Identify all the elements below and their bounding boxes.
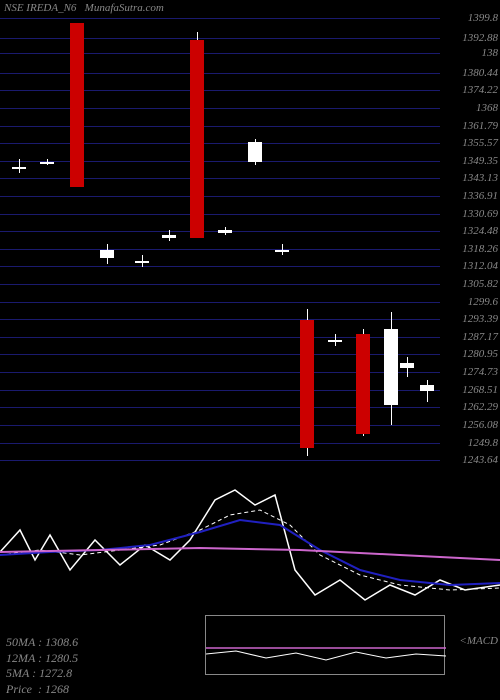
candle-wick [427, 380, 428, 403]
candle-body [384, 329, 398, 405]
indicator-line-signal [0, 520, 500, 585]
symbol-text: NSE IREDA_N6 [4, 2, 76, 14]
grid-line [0, 53, 440, 54]
candle-wick [19, 159, 20, 173]
grid-line [0, 319, 440, 320]
candle-body [328, 340, 342, 342]
grid-label: 1330.69 [462, 208, 498, 220]
candle-body [356, 334, 370, 433]
grid-label: 1287.17 [462, 331, 498, 343]
grid-label: 1368 [476, 102, 498, 114]
candle-body [420, 385, 434, 391]
grid-line [0, 126, 440, 127]
indicator-chart [0, 470, 500, 630]
stats-block: 50MA : 1308.6 12MA : 1280.5 5MA : 1272.8… [6, 635, 78, 697]
grid-label: 1299.6 [468, 296, 498, 308]
grid-label: 1355.57 [462, 137, 498, 149]
grid-label: 1399.8 [468, 12, 498, 24]
grid-line [0, 18, 440, 19]
grid-line [0, 178, 440, 179]
grid-line [0, 108, 440, 109]
candle-body [12, 167, 26, 169]
grid-line [0, 460, 440, 461]
source-text: MunafaSutra.com [85, 2, 164, 14]
grid-line [0, 390, 440, 391]
grid-line [0, 302, 440, 303]
stat-5ma: 5MA : 1272.8 [6, 666, 78, 682]
grid-line [0, 425, 440, 426]
grid-line [0, 143, 440, 144]
grid-label: 1392.88 [462, 32, 498, 44]
grid-label: 1293.39 [462, 313, 498, 325]
candle-body [400, 363, 414, 369]
grid-line [0, 443, 440, 444]
grid-line [0, 196, 440, 197]
grid-label: 1280.95 [462, 348, 498, 360]
stat-12ma: 12MA : 1280.5 [6, 651, 78, 667]
stat-50ma: 50MA : 1308.6 [6, 635, 78, 651]
candle-body [70, 23, 84, 187]
candle-body [100, 250, 114, 258]
grid-line [0, 249, 440, 250]
macd-label: <MACD [459, 635, 498, 647]
grid-label: 1305.82 [462, 278, 498, 290]
candle-body [300, 320, 314, 447]
price-chart: 1399.81392.881381380.441374.2213681361.7… [0, 18, 500, 460]
grid-line [0, 407, 440, 408]
grid-line [0, 90, 440, 91]
candle-body [162, 235, 176, 238]
grid-line [0, 214, 440, 215]
grid-line [0, 73, 440, 74]
grid-line [0, 38, 440, 39]
grid-line [0, 337, 440, 338]
grid-line [0, 161, 440, 162]
candle-body [40, 162, 54, 164]
candle-body [135, 261, 149, 263]
candle-body [190, 40, 204, 238]
grid-line [0, 284, 440, 285]
grid-label: 1343.13 [462, 172, 498, 184]
candle-body [248, 142, 262, 162]
grid-label: 138 [482, 47, 499, 59]
grid-label: 1268.51 [462, 384, 498, 396]
grid-label: 1249.8 [468, 437, 498, 449]
macd-inset [205, 615, 445, 675]
grid-label: 1256.08 [462, 419, 498, 431]
grid-line [0, 354, 440, 355]
grid-label: 1380.44 [462, 67, 498, 79]
grid-line [0, 372, 440, 373]
grid-label: 1318.26 [462, 243, 498, 255]
indicator-line-ma [0, 548, 500, 560]
candle-body [218, 230, 232, 233]
grid-label: 1243.64 [462, 454, 498, 466]
grid-label: 1374.22 [462, 84, 498, 96]
grid-label: 1361.79 [462, 120, 498, 132]
chart-header: NSE IREDA_N6 MunafaSutra.com [4, 2, 164, 14]
stat-price: Price : 1268 [6, 682, 78, 698]
grid-line [0, 266, 440, 267]
grid-label: 1336.91 [462, 190, 498, 202]
candle-body [275, 250, 289, 253]
grid-label: 1312.04 [462, 260, 498, 272]
grid-label: 1349.35 [462, 155, 498, 167]
macd-line-1 [206, 651, 446, 660]
grid-label: 1274.73 [462, 366, 498, 378]
grid-label: 1324.48 [462, 225, 498, 237]
grid-label: 1262.29 [462, 401, 498, 413]
